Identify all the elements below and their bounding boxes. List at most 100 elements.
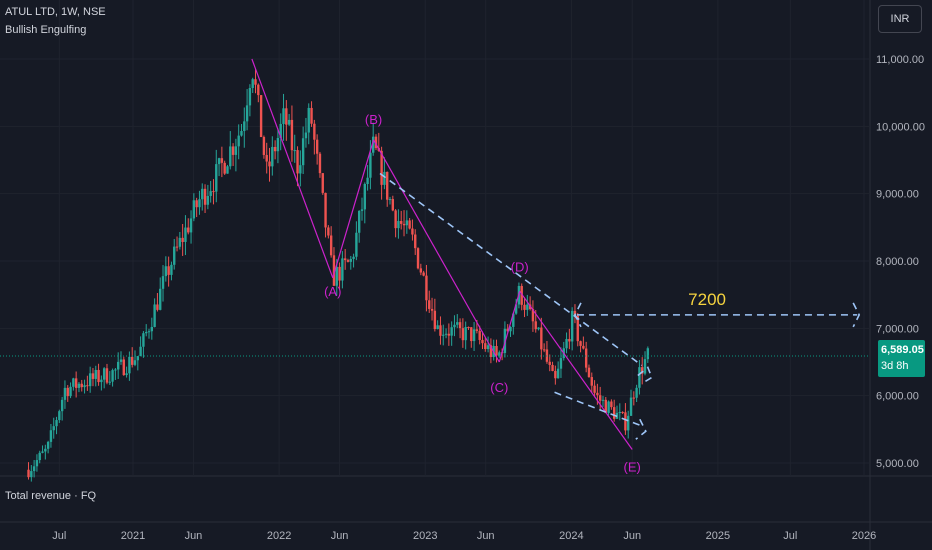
candle-body — [304, 132, 308, 139]
triangle-bracket-lower — [635, 418, 647, 440]
wave-line — [519, 290, 633, 450]
candle-body — [44, 448, 47, 452]
candle-body — [187, 227, 190, 233]
candle-body — [27, 469, 30, 478]
candle-body — [72, 378, 75, 387]
target-bracket-right — [852, 302, 861, 328]
candle-body — [371, 136, 375, 153]
candle-body — [470, 327, 473, 342]
candle-body — [307, 107, 310, 133]
candle-body — [100, 379, 103, 383]
candle-body — [391, 199, 395, 211]
candle-body — [111, 370, 114, 382]
candle-body — [568, 338, 571, 342]
candle-body — [145, 332, 148, 334]
candle-body — [638, 367, 641, 388]
indicator-label[interactable]: Bullish Engulfing — [5, 24, 87, 36]
candle-body — [296, 150, 299, 174]
candle-body — [209, 191, 212, 196]
y-tick-label: 6,000.00 — [876, 391, 919, 403]
candle-body — [285, 108, 288, 125]
candle-body — [394, 210, 397, 229]
revenue-pane-label[interactable]: Total revenue · FQ — [5, 490, 97, 502]
candle-body — [133, 360, 137, 365]
candle-body — [220, 158, 224, 163]
candle-body — [632, 397, 636, 399]
candle-body — [646, 348, 650, 360]
candle-body — [338, 266, 341, 281]
target-bracket-left — [574, 302, 582, 328]
wave-label: (A) — [324, 284, 341, 299]
candle-body — [612, 407, 616, 419]
candle-body — [324, 192, 327, 228]
candle-body — [128, 356, 131, 374]
x-tick-label: Jun — [185, 530, 203, 542]
candle-body — [397, 221, 400, 229]
candle-body — [327, 227, 330, 236]
candle-body — [607, 401, 610, 413]
candle-body — [91, 373, 95, 379]
candle-body — [360, 209, 364, 211]
wave-label: (E) — [624, 460, 641, 475]
currency-button[interactable]: INR — [878, 5, 922, 33]
candle-body — [318, 153, 322, 174]
candle-body — [582, 345, 585, 349]
candle-body — [495, 345, 498, 356]
candle-body — [442, 334, 445, 336]
candle-body — [433, 310, 437, 330]
candle-body — [178, 237, 182, 247]
candle-body — [102, 368, 106, 380]
candle-body — [321, 173, 324, 193]
candle-body — [122, 359, 125, 376]
symbol-title[interactable]: ATUL LTD, 1W, NSE — [5, 6, 106, 18]
candle-body — [380, 150, 383, 185]
candle-body — [240, 130, 243, 136]
candle-body — [425, 275, 428, 301]
candle-body — [231, 146, 235, 155]
x-tick-label: 2024 — [559, 530, 583, 542]
candle-body — [402, 223, 406, 226]
candle-body — [332, 255, 336, 286]
candle-body — [414, 234, 417, 249]
candle-body — [173, 246, 176, 265]
candle-body — [444, 333, 448, 335]
candle-body — [265, 154, 268, 162]
x-tick-label: 2026 — [852, 530, 876, 542]
candle-body — [150, 326, 154, 332]
candle-body — [486, 345, 490, 350]
candle-body — [386, 171, 389, 200]
candle-body — [405, 220, 409, 226]
candle-body — [262, 137, 266, 155]
candle-body — [229, 146, 232, 167]
candle-body — [203, 188, 207, 205]
candle-body — [464, 327, 467, 341]
candle-body — [60, 399, 64, 412]
grid-lines — [0, 0, 870, 476]
candle-body — [520, 286, 523, 305]
candle-body — [551, 364, 554, 371]
candle-body — [35, 460, 39, 467]
candle-body — [105, 368, 109, 383]
candle-body — [554, 370, 557, 379]
candle-body — [523, 304, 526, 310]
candle-body — [88, 373, 92, 387]
candle-body — [159, 288, 162, 310]
candle-body — [439, 325, 442, 336]
triangle-bracket-upper — [637, 366, 653, 385]
candle-body — [346, 260, 350, 262]
x-tick-label: 2025 — [706, 530, 730, 542]
candle-body — [192, 200, 196, 219]
candle-body — [526, 304, 529, 310]
candle-body — [534, 321, 537, 330]
wave-line — [251, 58, 334, 279]
candle-body — [310, 107, 313, 124]
candle-body — [349, 258, 352, 262]
candle-body — [41, 451, 44, 453]
y-tick-label: 8,000.00 — [876, 256, 919, 268]
candle-body — [313, 123, 316, 140]
candle-body — [388, 199, 392, 201]
bar-countdown: 3d 8h — [881, 360, 909, 372]
last-price-tag: 6,589.05 3d 8h — [878, 340, 925, 377]
candle-body — [279, 123, 282, 139]
